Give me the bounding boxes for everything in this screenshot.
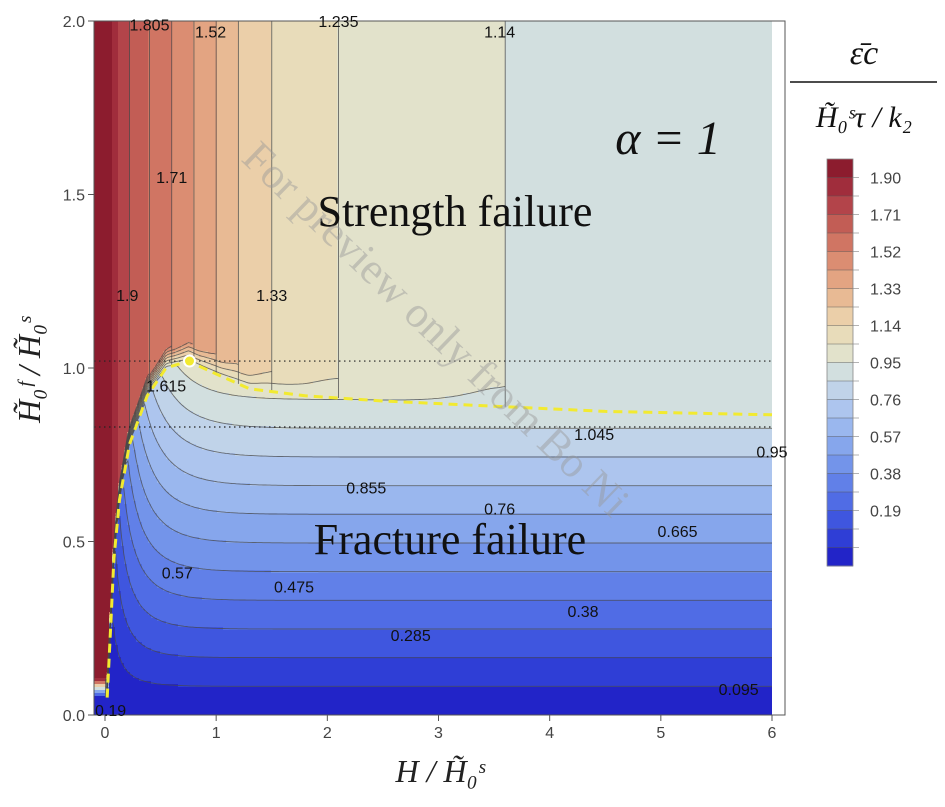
contour-figure: 1.805 1.521.2351.141.711.9 1.331.6151.0450…	[0, 0, 945, 807]
